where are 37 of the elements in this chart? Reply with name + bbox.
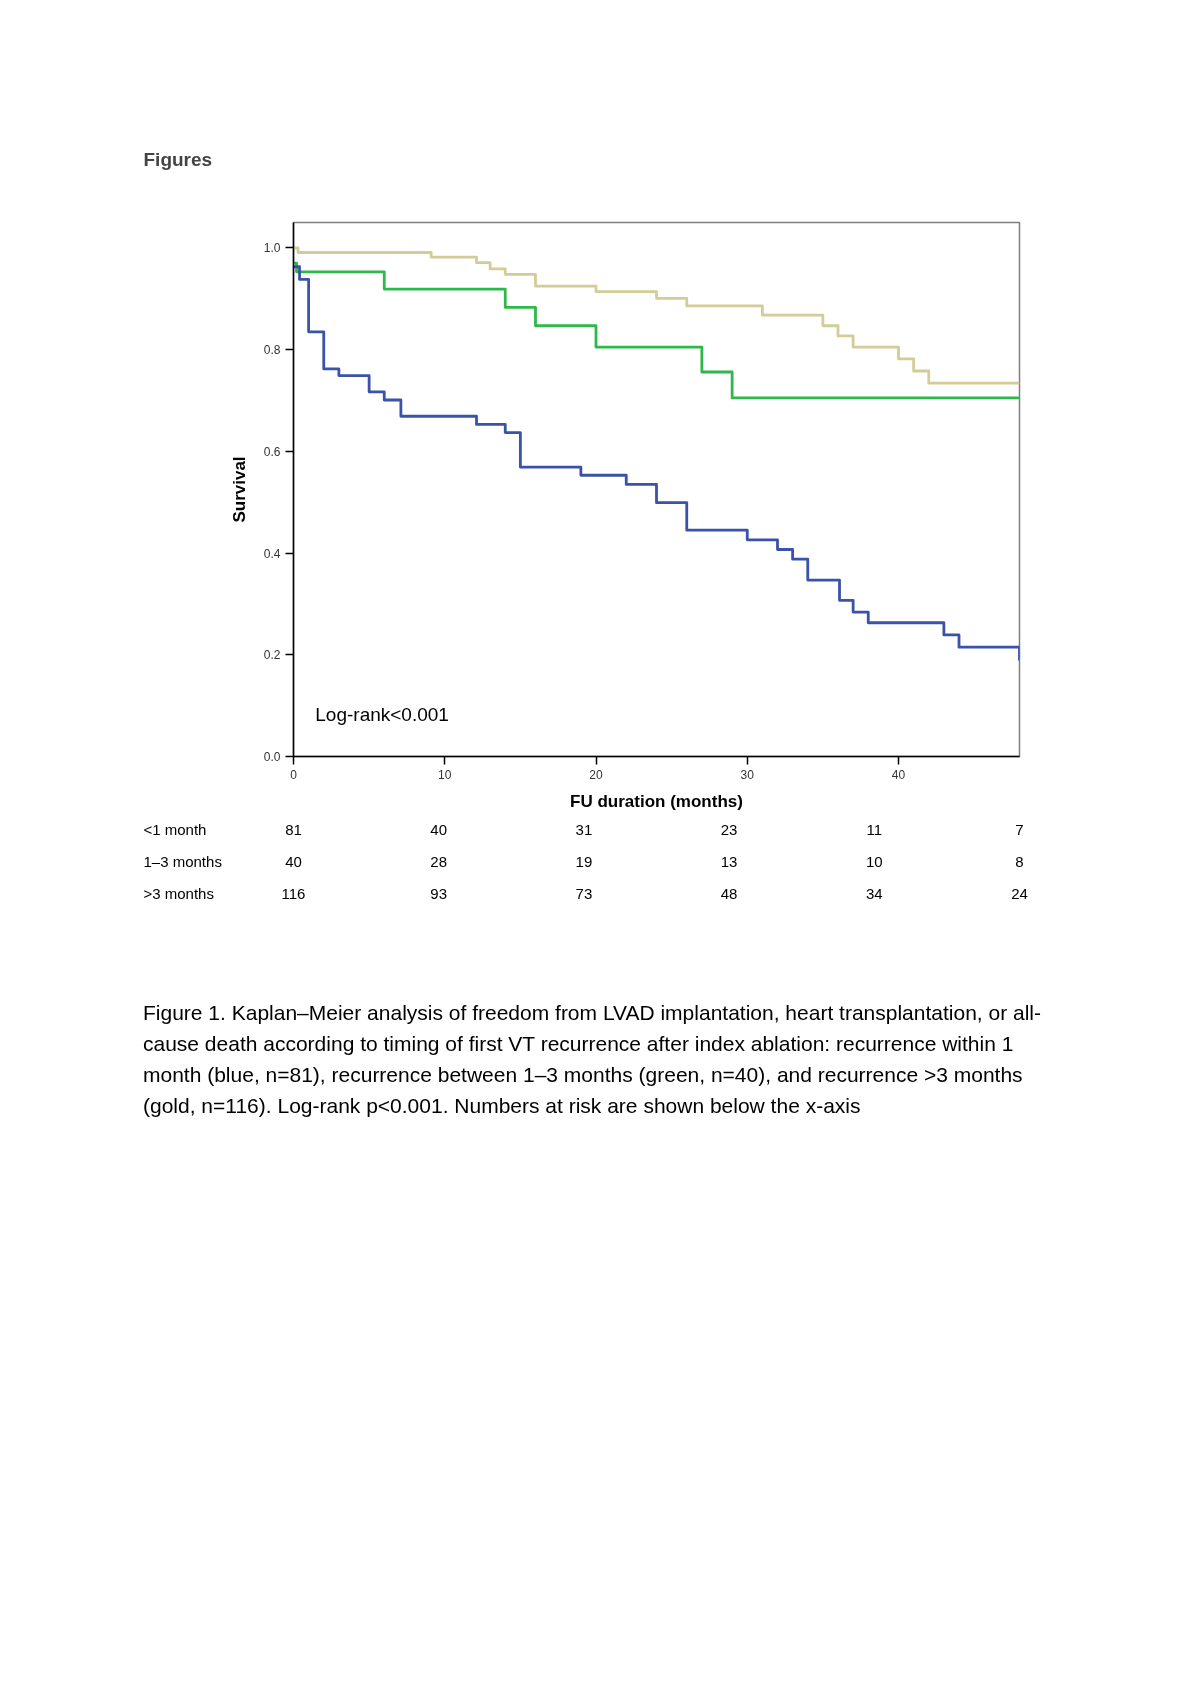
y-axis-title: Survival [229,456,249,523]
y-tick-label: 0.4 [263,546,281,561]
caption: Figure 1. Kaplan–Meier analysis of freedom from LVAD implantation, heart transplantation, or all-cause death according to timing of first VT recurrence after index ablation: recurrence within 1 month (blue, n=81), recurrence between 1–3 months (green, n=40), and recurrence >3 months (gold, n=116). Log-rank p<0.001. Numbers at risk are shown below the x-axis [143,1000,1042,1119]
x-tick-label: 40 [891,767,906,782]
text: 48 [720,884,738,902]
text: 23 [720,820,738,838]
category-label: 1–3 months [143,853,222,870]
x-tick-label: 20 [589,767,603,782]
category-label: <1 month [143,821,207,838]
text: 34 [865,884,883,902]
text: 93 [430,884,448,902]
text: 10 [865,852,883,870]
text: 28 [430,852,448,870]
annotation: Log-rank<0.001 [315,703,449,725]
text: 7 [1015,820,1024,838]
text: 8 [1015,852,1024,870]
y-tick-label: 0.2 [263,648,281,663]
text: 73 [575,884,593,902]
x-tick-label: 10 [438,767,452,782]
text: 81 [285,820,302,838]
text: 116 [281,884,306,902]
text: 40 [430,820,448,838]
category-label: >3 months [143,885,214,902]
text: 19 [575,852,593,870]
text: 40 [285,852,302,870]
x-axis-title: FU duration (months) [570,791,743,811]
y-tick-label: 0.0 [263,750,281,764]
x-tick-label: 30 [740,767,755,782]
text: 11 [866,820,883,838]
text: 31 [575,820,593,838]
y-tick-label: 0.8 [263,343,281,358]
y-tick-label: 0.6 [263,444,281,459]
text: 13 [720,852,738,870]
y-tick-label: 1.0 [263,241,281,256]
x-tick-label: 0 [290,767,298,782]
chart-title: Figures [143,149,213,170]
text: 24 [1011,884,1028,902]
